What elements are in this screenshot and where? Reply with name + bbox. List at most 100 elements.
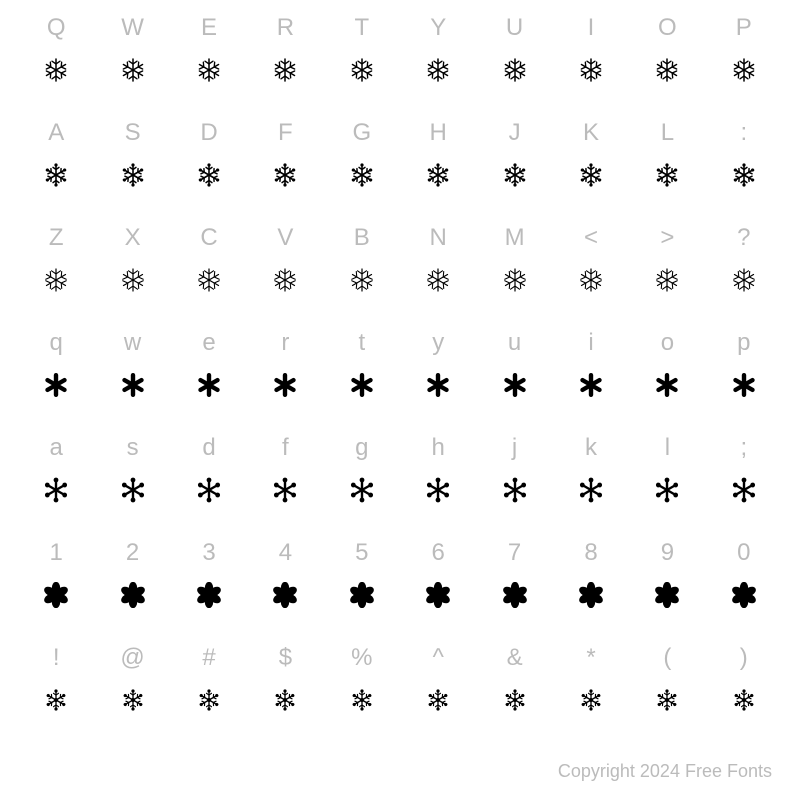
charmap-cell: $ <box>247 638 323 743</box>
snowflake-glyph <box>577 56 605 84</box>
snowflake-glyph <box>501 161 529 189</box>
char-label: U <box>506 12 523 48</box>
snowflake-glyph <box>42 371 70 399</box>
snowflake-glyph <box>424 581 452 609</box>
char-label: i <box>588 327 593 363</box>
charmap-cell: a <box>18 428 94 533</box>
char-label: F <box>278 117 293 153</box>
snowflake-glyph <box>42 161 70 189</box>
snowflake-glyph <box>653 476 681 504</box>
snowflake-glyph <box>348 686 376 714</box>
charmap-cell: s <box>94 428 170 533</box>
snowflake-glyph <box>271 371 299 399</box>
snowflake-glyph <box>424 266 452 294</box>
char-label: O <box>658 12 677 48</box>
charmap-cell: O <box>629 8 705 113</box>
charmap-cell: 1 <box>18 533 94 638</box>
char-label: 7 <box>508 537 521 573</box>
snowflake-glyph <box>653 56 681 84</box>
char-label: 8 <box>584 537 597 573</box>
snowflake-glyph <box>271 476 299 504</box>
charmap-cell: % <box>324 638 400 743</box>
char-label: L <box>661 117 674 153</box>
charmap-cell: J <box>476 113 552 218</box>
copyright-text: Copyright 2024 Free Fonts <box>558 761 772 782</box>
charmap-cell: B <box>324 218 400 323</box>
char-label: S <box>125 117 141 153</box>
snowflake-glyph <box>348 476 376 504</box>
char-label: * <box>586 642 595 678</box>
char-label: Y <box>430 12 446 48</box>
charmap-cell: g <box>324 428 400 533</box>
char-label: 2 <box>126 537 139 573</box>
char-label: $ <box>279 642 292 678</box>
char-label: e <box>202 327 215 363</box>
char-label: D <box>200 117 217 153</box>
charmap-cell: G <box>324 113 400 218</box>
snowflake-glyph <box>119 686 147 714</box>
snowflake-glyph <box>195 686 223 714</box>
char-label: T <box>354 12 369 48</box>
charmap-cell: Q <box>18 8 94 113</box>
charmap-cell: j <box>476 428 552 533</box>
snowflake-glyph <box>653 686 681 714</box>
charmap-cell: ; <box>706 428 782 533</box>
snowflake-glyph <box>195 56 223 84</box>
charmap-cell: * <box>553 638 629 743</box>
char-label: A <box>48 117 64 153</box>
snowflake-glyph <box>501 686 529 714</box>
charmap-cell: K <box>553 113 629 218</box>
char-label: f <box>282 432 289 468</box>
snowflake-glyph <box>119 476 147 504</box>
charmap-cell: e <box>171 323 247 428</box>
charmap-cell: q <box>18 323 94 428</box>
charmap-cell: I <box>553 8 629 113</box>
char-label: W <box>121 12 144 48</box>
char-label: u <box>508 327 521 363</box>
char-label: : <box>740 117 747 153</box>
charmap-cell: h <box>400 428 476 533</box>
snowflake-glyph <box>730 476 758 504</box>
charmap-cell: T <box>324 8 400 113</box>
charmap-cell: E <box>171 8 247 113</box>
char-label: > <box>660 222 674 258</box>
char-label: 4 <box>279 537 292 573</box>
charmap-cell: A <box>18 113 94 218</box>
snowflake-glyph <box>271 161 299 189</box>
charmap-cell: C <box>171 218 247 323</box>
charmap-cell: P <box>706 8 782 113</box>
charmap-cell: ? <box>706 218 782 323</box>
snowflake-glyph <box>271 581 299 609</box>
snowflake-glyph <box>577 266 605 294</box>
snowflake-glyph <box>195 371 223 399</box>
snowflake-glyph <box>195 581 223 609</box>
char-label: R <box>277 12 294 48</box>
snowflake-glyph <box>501 56 529 84</box>
char-label: s <box>127 432 139 468</box>
charmap-cell: 4 <box>247 533 323 638</box>
char-label: o <box>661 327 674 363</box>
snowflake-glyph <box>119 581 147 609</box>
char-label: 0 <box>737 537 750 573</box>
char-label: y <box>432 327 444 363</box>
snowflake-glyph <box>271 686 299 714</box>
charmap-cell: X <box>94 218 170 323</box>
char-label: % <box>351 642 372 678</box>
charmap-cell: : <box>706 113 782 218</box>
char-label: K <box>583 117 599 153</box>
charmap-cell: o <box>629 323 705 428</box>
charmap-cell: N <box>400 218 476 323</box>
snowflake-glyph <box>119 56 147 84</box>
char-label: Q <box>47 12 66 48</box>
snowflake-glyph <box>195 266 223 294</box>
snowflake-glyph <box>501 476 529 504</box>
snowflake-glyph <box>577 371 605 399</box>
snowflake-glyph <box>501 371 529 399</box>
charmap-cell: < <box>553 218 629 323</box>
snowflake-glyph <box>348 161 376 189</box>
char-label: ! <box>53 642 60 678</box>
char-label: k <box>585 432 597 468</box>
snowflake-glyph <box>424 476 452 504</box>
snowflake-glyph <box>730 686 758 714</box>
char-label: p <box>737 327 750 363</box>
